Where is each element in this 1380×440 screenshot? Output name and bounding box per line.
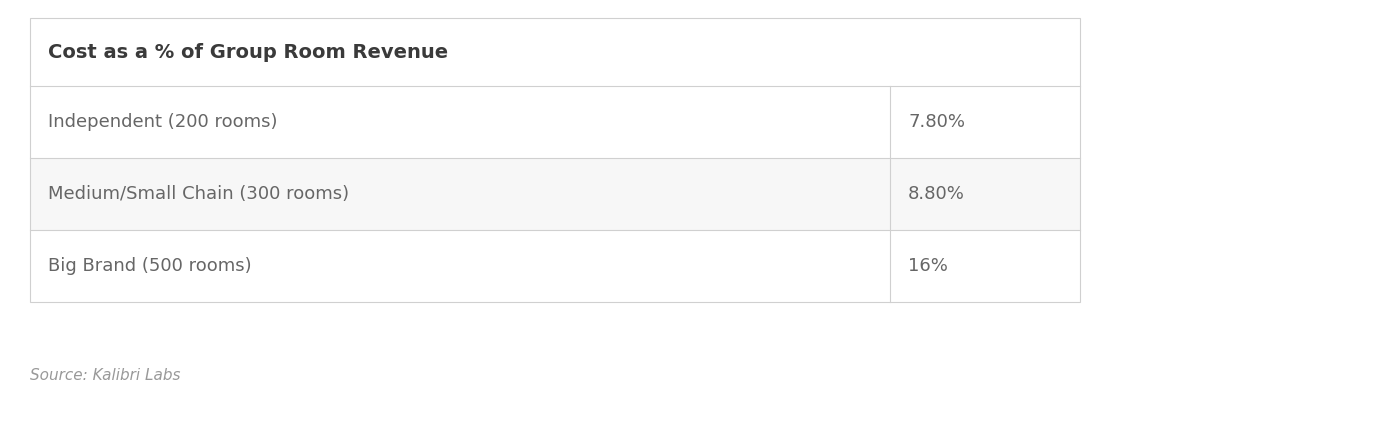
Text: Source: Kalibri Labs: Source: Kalibri Labs bbox=[30, 368, 181, 383]
Bar bbox=[30, 158, 890, 230]
Text: 7.80%: 7.80% bbox=[908, 113, 965, 131]
Bar bbox=[890, 86, 1081, 158]
Text: 16%: 16% bbox=[908, 257, 948, 275]
Bar bbox=[890, 230, 1081, 302]
Bar bbox=[890, 18, 1081, 86]
Bar bbox=[890, 158, 1081, 230]
Text: Independent (200 rooms): Independent (200 rooms) bbox=[48, 113, 277, 131]
Bar bbox=[30, 230, 890, 302]
Text: Cost as a % of Group Room Revenue: Cost as a % of Group Room Revenue bbox=[48, 43, 449, 62]
Text: 8.80%: 8.80% bbox=[908, 185, 965, 203]
Bar bbox=[30, 18, 1081, 302]
Text: Medium/Small Chain (300 rooms): Medium/Small Chain (300 rooms) bbox=[48, 185, 349, 203]
Bar bbox=[30, 18, 1081, 86]
Bar bbox=[30, 86, 890, 158]
Text: Big Brand (500 rooms): Big Brand (500 rooms) bbox=[48, 257, 251, 275]
